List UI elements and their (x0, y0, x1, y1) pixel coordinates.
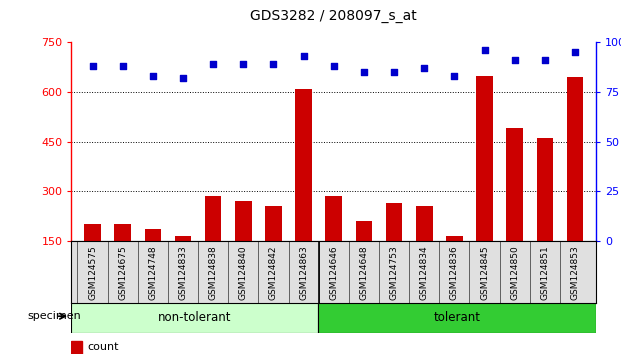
Point (238, 62, 248, 67)
Bar (446, 236, 463, 290)
Point (268, 62, 278, 67)
Text: GSM124748: GSM124748 (148, 246, 157, 300)
Bar (145, 229, 161, 290)
Text: tolerant: tolerant (433, 311, 481, 324)
Point (118, 63, 128, 69)
Text: GSM124833: GSM124833 (178, 246, 188, 301)
Point (148, 73, 158, 79)
Text: GSM124675: GSM124675 (118, 246, 127, 301)
Text: GSM124575: GSM124575 (88, 246, 97, 301)
Point (479, 47, 489, 53)
Text: GDS3282 / 208097_s_at: GDS3282 / 208097_s_at (250, 9, 417, 23)
Bar (476, 75, 493, 290)
Point (329, 63, 339, 69)
Text: count: count (87, 342, 119, 352)
Bar (325, 196, 342, 290)
Text: GSM124840: GSM124840 (239, 246, 248, 300)
Text: GSM124863: GSM124863 (299, 246, 308, 301)
Bar (537, 138, 553, 290)
Point (450, 73, 460, 79)
Text: GSM124853: GSM124853 (571, 246, 579, 301)
Point (419, 65, 429, 71)
Bar (416, 206, 433, 290)
Text: GSM124753: GSM124753 (389, 246, 399, 301)
Bar (71, 341, 82, 354)
Text: specimen: specimen (27, 311, 81, 321)
Point (510, 57, 520, 63)
Bar (205, 196, 222, 290)
Bar (567, 77, 583, 290)
Bar (265, 206, 282, 290)
Text: GSM124834: GSM124834 (420, 246, 428, 300)
Bar (386, 203, 402, 290)
Text: GSM124845: GSM124845 (480, 246, 489, 300)
Text: non-tolerant: non-tolerant (158, 311, 232, 324)
Text: GSM124648: GSM124648 (360, 246, 368, 300)
Text: GSM124851: GSM124851 (540, 246, 550, 301)
Bar (507, 129, 523, 290)
Bar (175, 236, 191, 290)
Point (88, 63, 97, 69)
Point (389, 69, 399, 75)
Point (540, 57, 550, 63)
Bar (356, 221, 372, 290)
Point (208, 62, 218, 67)
Bar (296, 89, 312, 290)
Text: GSM124842: GSM124842 (269, 246, 278, 300)
Bar (84, 224, 101, 290)
Point (570, 50, 580, 55)
Point (299, 53, 309, 59)
Text: GSM124838: GSM124838 (209, 246, 217, 301)
Point (178, 75, 188, 81)
Bar (319, 303, 596, 333)
Bar (114, 224, 131, 290)
Text: GSM124646: GSM124646 (329, 246, 338, 300)
Bar (71, 303, 319, 333)
Bar (235, 201, 252, 290)
Text: GSM124850: GSM124850 (510, 246, 519, 301)
Text: GSM124836: GSM124836 (450, 246, 459, 301)
Point (359, 69, 369, 75)
